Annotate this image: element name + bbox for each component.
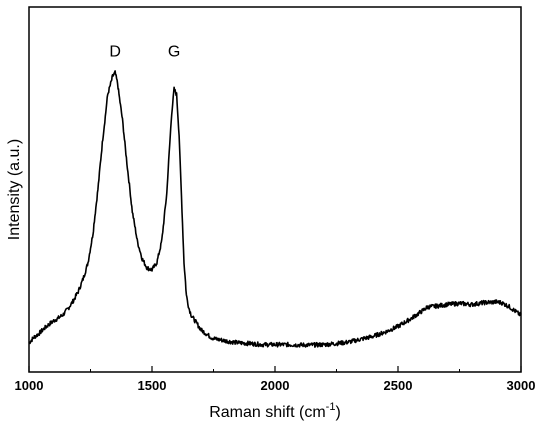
x-tick-label: 1500 <box>138 378 167 393</box>
peak-label-d: D <box>109 43 121 60</box>
x-axis-tick-labels: 1000 1500 2000 2500 3000 <box>15 378 536 393</box>
x-tick-label: 1000 <box>15 378 44 393</box>
x-axis-label-close: ) <box>335 404 340 421</box>
x-axis-label-main: Raman shift (cm <box>209 404 325 421</box>
x-tick-label: 3000 <box>507 378 536 393</box>
x-axis-label-superscript: -1 <box>326 401 336 413</box>
x-axis-label: Raman shift (cm-1) <box>209 401 341 421</box>
x-tick-label: 2500 <box>384 378 413 393</box>
plot-frame <box>28 6 522 373</box>
x-tick-label: 2000 <box>261 378 290 393</box>
peak-label-g: G <box>168 43 180 60</box>
spectrum-line <box>28 70 522 348</box>
y-axis-label: Intensity (a.u.) <box>6 139 23 240</box>
x-axis-ticks <box>28 366 522 372</box>
